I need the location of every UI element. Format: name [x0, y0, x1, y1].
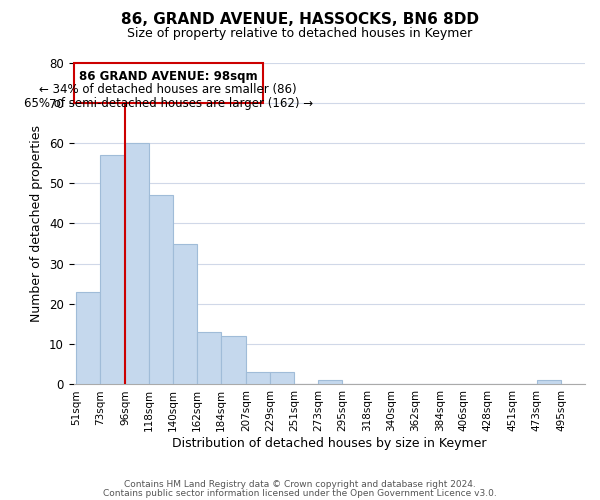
Bar: [197, 332, 221, 384]
Text: 86, GRAND AVENUE, HASSOCKS, BN6 8DD: 86, GRAND AVENUE, HASSOCKS, BN6 8DD: [121, 12, 479, 28]
FancyBboxPatch shape: [74, 62, 263, 102]
Bar: [246, 372, 271, 384]
Bar: [319, 380, 343, 384]
Bar: [271, 372, 295, 384]
Y-axis label: Number of detached properties: Number of detached properties: [31, 125, 43, 322]
Bar: [173, 244, 197, 384]
X-axis label: Distribution of detached houses by size in Keymer: Distribution of detached houses by size …: [172, 437, 487, 450]
Bar: [125, 143, 149, 384]
Bar: [221, 336, 246, 384]
Text: 86 GRAND AVENUE: 98sqm: 86 GRAND AVENUE: 98sqm: [79, 70, 257, 82]
Text: Contains public sector information licensed under the Open Government Licence v3: Contains public sector information licen…: [103, 488, 497, 498]
Text: 65% of semi-detached houses are larger (162) →: 65% of semi-detached houses are larger (…: [23, 97, 313, 110]
Text: Size of property relative to detached houses in Keymer: Size of property relative to detached ho…: [127, 28, 473, 40]
Bar: [537, 380, 561, 384]
Bar: [149, 196, 173, 384]
Text: ← 34% of detached houses are smaller (86): ← 34% of detached houses are smaller (86…: [40, 84, 297, 96]
Bar: [76, 292, 100, 384]
Text: Contains HM Land Registry data © Crown copyright and database right 2024.: Contains HM Land Registry data © Crown c…: [124, 480, 476, 489]
Bar: [100, 155, 125, 384]
